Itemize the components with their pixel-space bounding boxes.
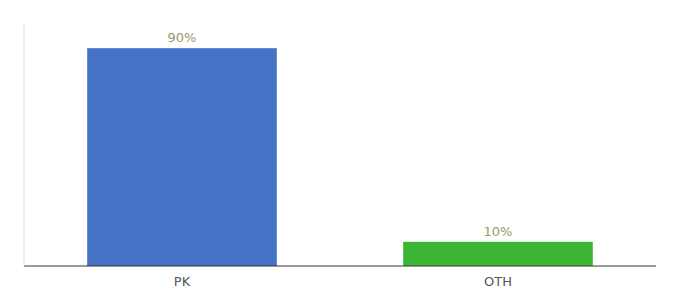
y-range-line <box>24 24 25 266</box>
chart-container: 90% 10% PK OTH <box>0 0 680 300</box>
data-label: 90% <box>168 30 197 45</box>
x-tick-label: OTH <box>484 274 512 289</box>
data-label: 10% <box>484 224 513 239</box>
x-axis-line <box>24 266 656 267</box>
x-tick-label: PK <box>174 274 191 289</box>
bar <box>403 242 593 266</box>
data-labels: 90% 10% <box>168 30 513 239</box>
x-axis: PK OTH <box>24 266 656 289</box>
chart: 90% 10% PK OTH <box>0 0 680 300</box>
bars <box>87 48 593 266</box>
bar <box>87 48 277 266</box>
